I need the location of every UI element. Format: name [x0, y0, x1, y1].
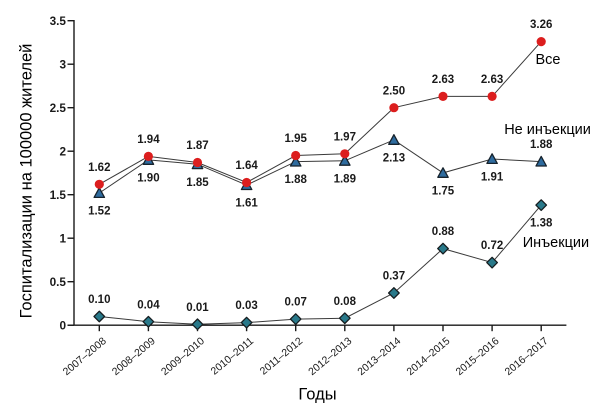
svg-text:2016–2017: 2016–2017	[503, 335, 551, 378]
svg-text:2.50: 2.50	[383, 85, 405, 97]
svg-text:0.10: 0.10	[88, 294, 110, 306]
svg-text:1.95: 1.95	[285, 133, 308, 145]
svg-text:1.85: 1.85	[186, 177, 209, 189]
svg-text:1.62: 1.62	[88, 162, 110, 174]
svg-text:1.88: 1.88	[530, 139, 553, 151]
svg-text:Годы: Годы	[298, 386, 336, 404]
svg-text:0.07: 0.07	[285, 297, 307, 309]
svg-text:0.01: 0.01	[186, 302, 209, 314]
svg-text:1.91: 1.91	[481, 172, 504, 184]
svg-text:2011–2012: 2011–2012	[258, 335, 305, 378]
svg-text:1.94: 1.94	[137, 134, 160, 146]
svg-text:0.5: 0.5	[50, 275, 67, 289]
svg-text:2.5: 2.5	[50, 101, 67, 115]
svg-text:2008–2009: 2008–2009	[110, 335, 158, 378]
svg-text:1.52: 1.52	[88, 206, 110, 218]
svg-text:0: 0	[59, 318, 66, 332]
svg-text:2.63: 2.63	[432, 74, 454, 86]
svg-text:2.63: 2.63	[481, 74, 503, 86]
svg-text:1.87: 1.87	[186, 140, 208, 152]
svg-text:0.72: 0.72	[481, 240, 503, 252]
svg-text:Все: Все	[536, 52, 561, 68]
svg-text:1: 1	[59, 231, 66, 245]
svg-text:1.5: 1.5	[50, 188, 67, 202]
svg-text:2013–2014: 2013–2014	[355, 335, 403, 378]
svg-text:1.89: 1.89	[334, 173, 356, 185]
svg-text:Инъекции: Инъекции	[523, 235, 589, 251]
svg-text:Госпитализации на 100000 жит: Госпитализации на 100000 жителей	[18, 44, 36, 319]
svg-text:1.38: 1.38	[530, 218, 553, 230]
svg-text:1.61: 1.61	[235, 198, 258, 210]
svg-text:0.04: 0.04	[137, 299, 160, 311]
svg-text:2009–2010: 2009–2010	[159, 335, 207, 378]
svg-text:Не инъекции: Не инъекции	[504, 122, 591, 138]
svg-text:1.90: 1.90	[137, 173, 159, 185]
svg-text:1.97: 1.97	[334, 131, 356, 143]
svg-text:3: 3	[59, 57, 66, 71]
svg-text:0.37: 0.37	[383, 271, 405, 283]
svg-text:0.08: 0.08	[334, 296, 357, 308]
svg-text:3.5: 3.5	[50, 14, 67, 28]
svg-text:2014–2015: 2014–2015	[404, 335, 452, 378]
svg-text:3.26: 3.26	[530, 19, 552, 31]
svg-text:2015–2016: 2015–2016	[454, 335, 502, 378]
svg-text:1.64: 1.64	[235, 160, 258, 172]
svg-text:2012–2013: 2012–2013	[306, 335, 354, 378]
svg-text:2.13: 2.13	[383, 153, 405, 165]
svg-text:2010–2011: 2010–2011	[209, 335, 256, 378]
svg-text:0.88: 0.88	[432, 226, 455, 238]
svg-text:2007–2008: 2007–2008	[61, 335, 109, 378]
svg-text:0.03: 0.03	[235, 300, 257, 312]
svg-text:1.88: 1.88	[285, 174, 308, 186]
svg-text:1.75: 1.75	[432, 186, 455, 198]
svg-text:2: 2	[59, 144, 66, 158]
